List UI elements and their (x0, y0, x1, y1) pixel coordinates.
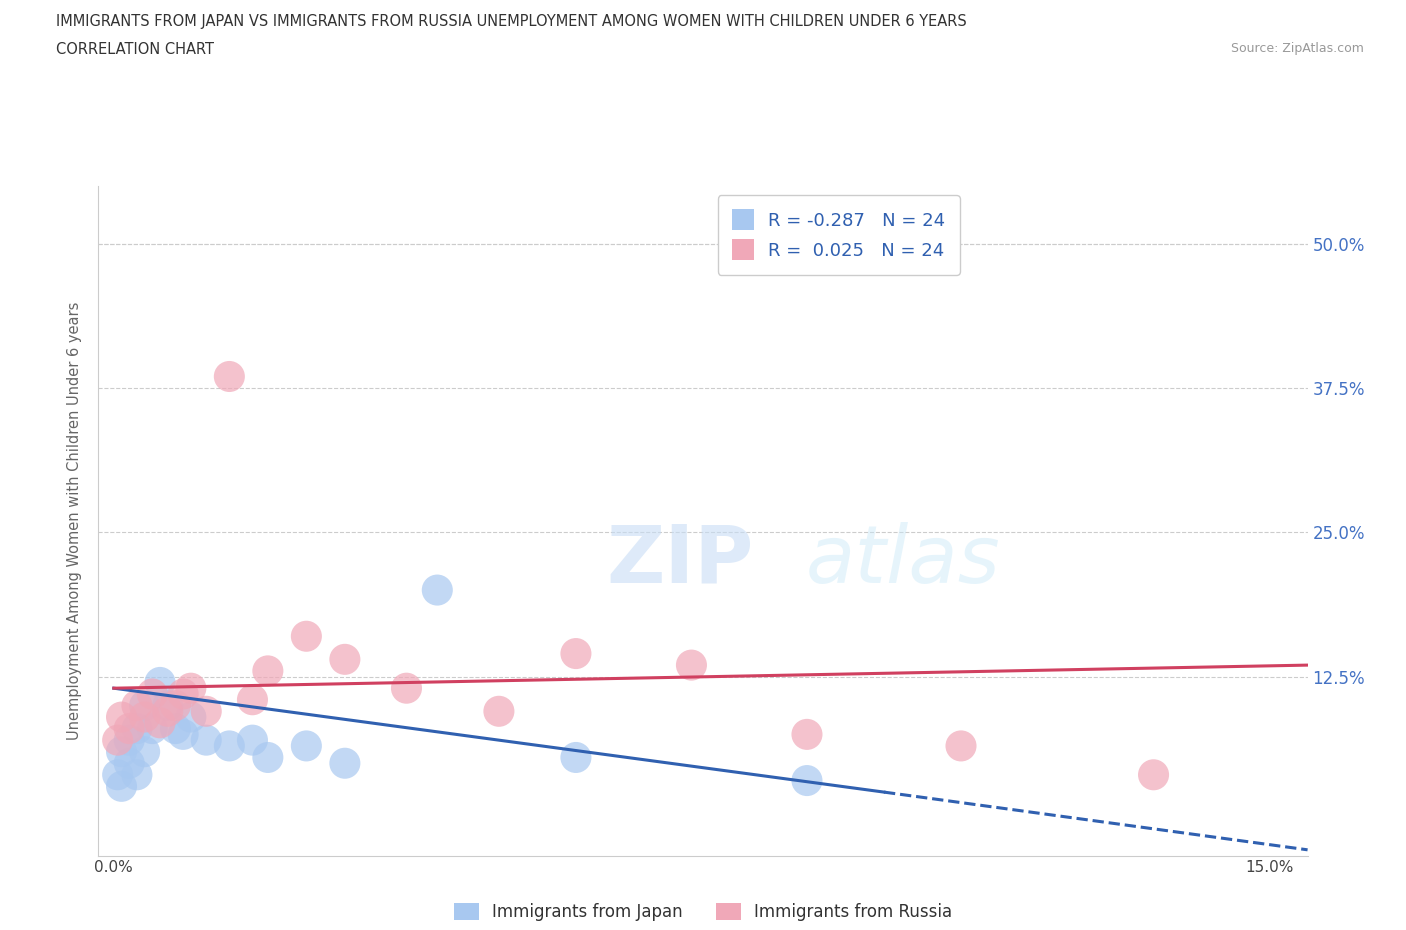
Point (395, 681, 418, 696)
Point (141, 721, 163, 736)
Point (242, 733, 264, 748)
Point (242, 692, 264, 707)
Point (107, 733, 129, 748)
Point (950, 738, 973, 753)
Point (118, 733, 141, 748)
Point (156, 704, 179, 719)
Point (125, 767, 148, 782)
Legend: Immigrants from Japan, Immigrants from Russia: Immigrants from Japan, Immigrants from R… (447, 897, 959, 927)
Point (180, 681, 202, 696)
Point (796, 773, 818, 788)
Point (118, 756, 141, 771)
Point (165, 721, 187, 736)
Point (134, 710, 156, 724)
Point (333, 652, 356, 667)
Point (134, 744, 156, 759)
Point (180, 710, 202, 724)
Point (118, 721, 141, 736)
Point (195, 704, 218, 719)
Point (1142, 767, 1164, 782)
Text: IMMIGRANTS FROM JAPAN VS IMMIGRANTS FROM RUSSIA UNEMPLOYMENT AMONG WOMEN WITH CH: IMMIGRANTS FROM JAPAN VS IMMIGRANTS FROM… (56, 14, 967, 29)
Point (426, 582, 449, 597)
Point (295, 738, 318, 753)
Point (165, 698, 187, 713)
Point (172, 686, 194, 701)
Text: atlas: atlas (806, 522, 1001, 600)
Point (218, 738, 240, 753)
Point (488, 704, 510, 719)
Point (172, 727, 194, 742)
Point (110, 710, 132, 724)
Text: ZIP: ZIP (606, 522, 754, 600)
Point (110, 779, 132, 794)
Point (149, 675, 172, 690)
Point (149, 715, 172, 730)
Point (565, 750, 588, 764)
Point (107, 767, 129, 782)
Point (681, 658, 703, 672)
Point (141, 686, 163, 701)
Y-axis label: Unemployment Among Women with Children Under 6 years: Unemployment Among Women with Children U… (67, 301, 83, 740)
Point (257, 663, 280, 678)
Point (257, 750, 280, 764)
Point (110, 744, 132, 759)
Point (218, 369, 240, 384)
Point (333, 756, 356, 771)
Point (125, 721, 148, 736)
Point (156, 698, 179, 713)
Point (565, 646, 588, 661)
Point (195, 733, 218, 748)
Point (295, 629, 318, 644)
Point (796, 727, 818, 742)
Point (125, 698, 148, 713)
Text: Source: ZipAtlas.com: Source: ZipAtlas.com (1230, 42, 1364, 55)
Text: CORRELATION CHART: CORRELATION CHART (56, 42, 214, 57)
Point (134, 698, 156, 713)
